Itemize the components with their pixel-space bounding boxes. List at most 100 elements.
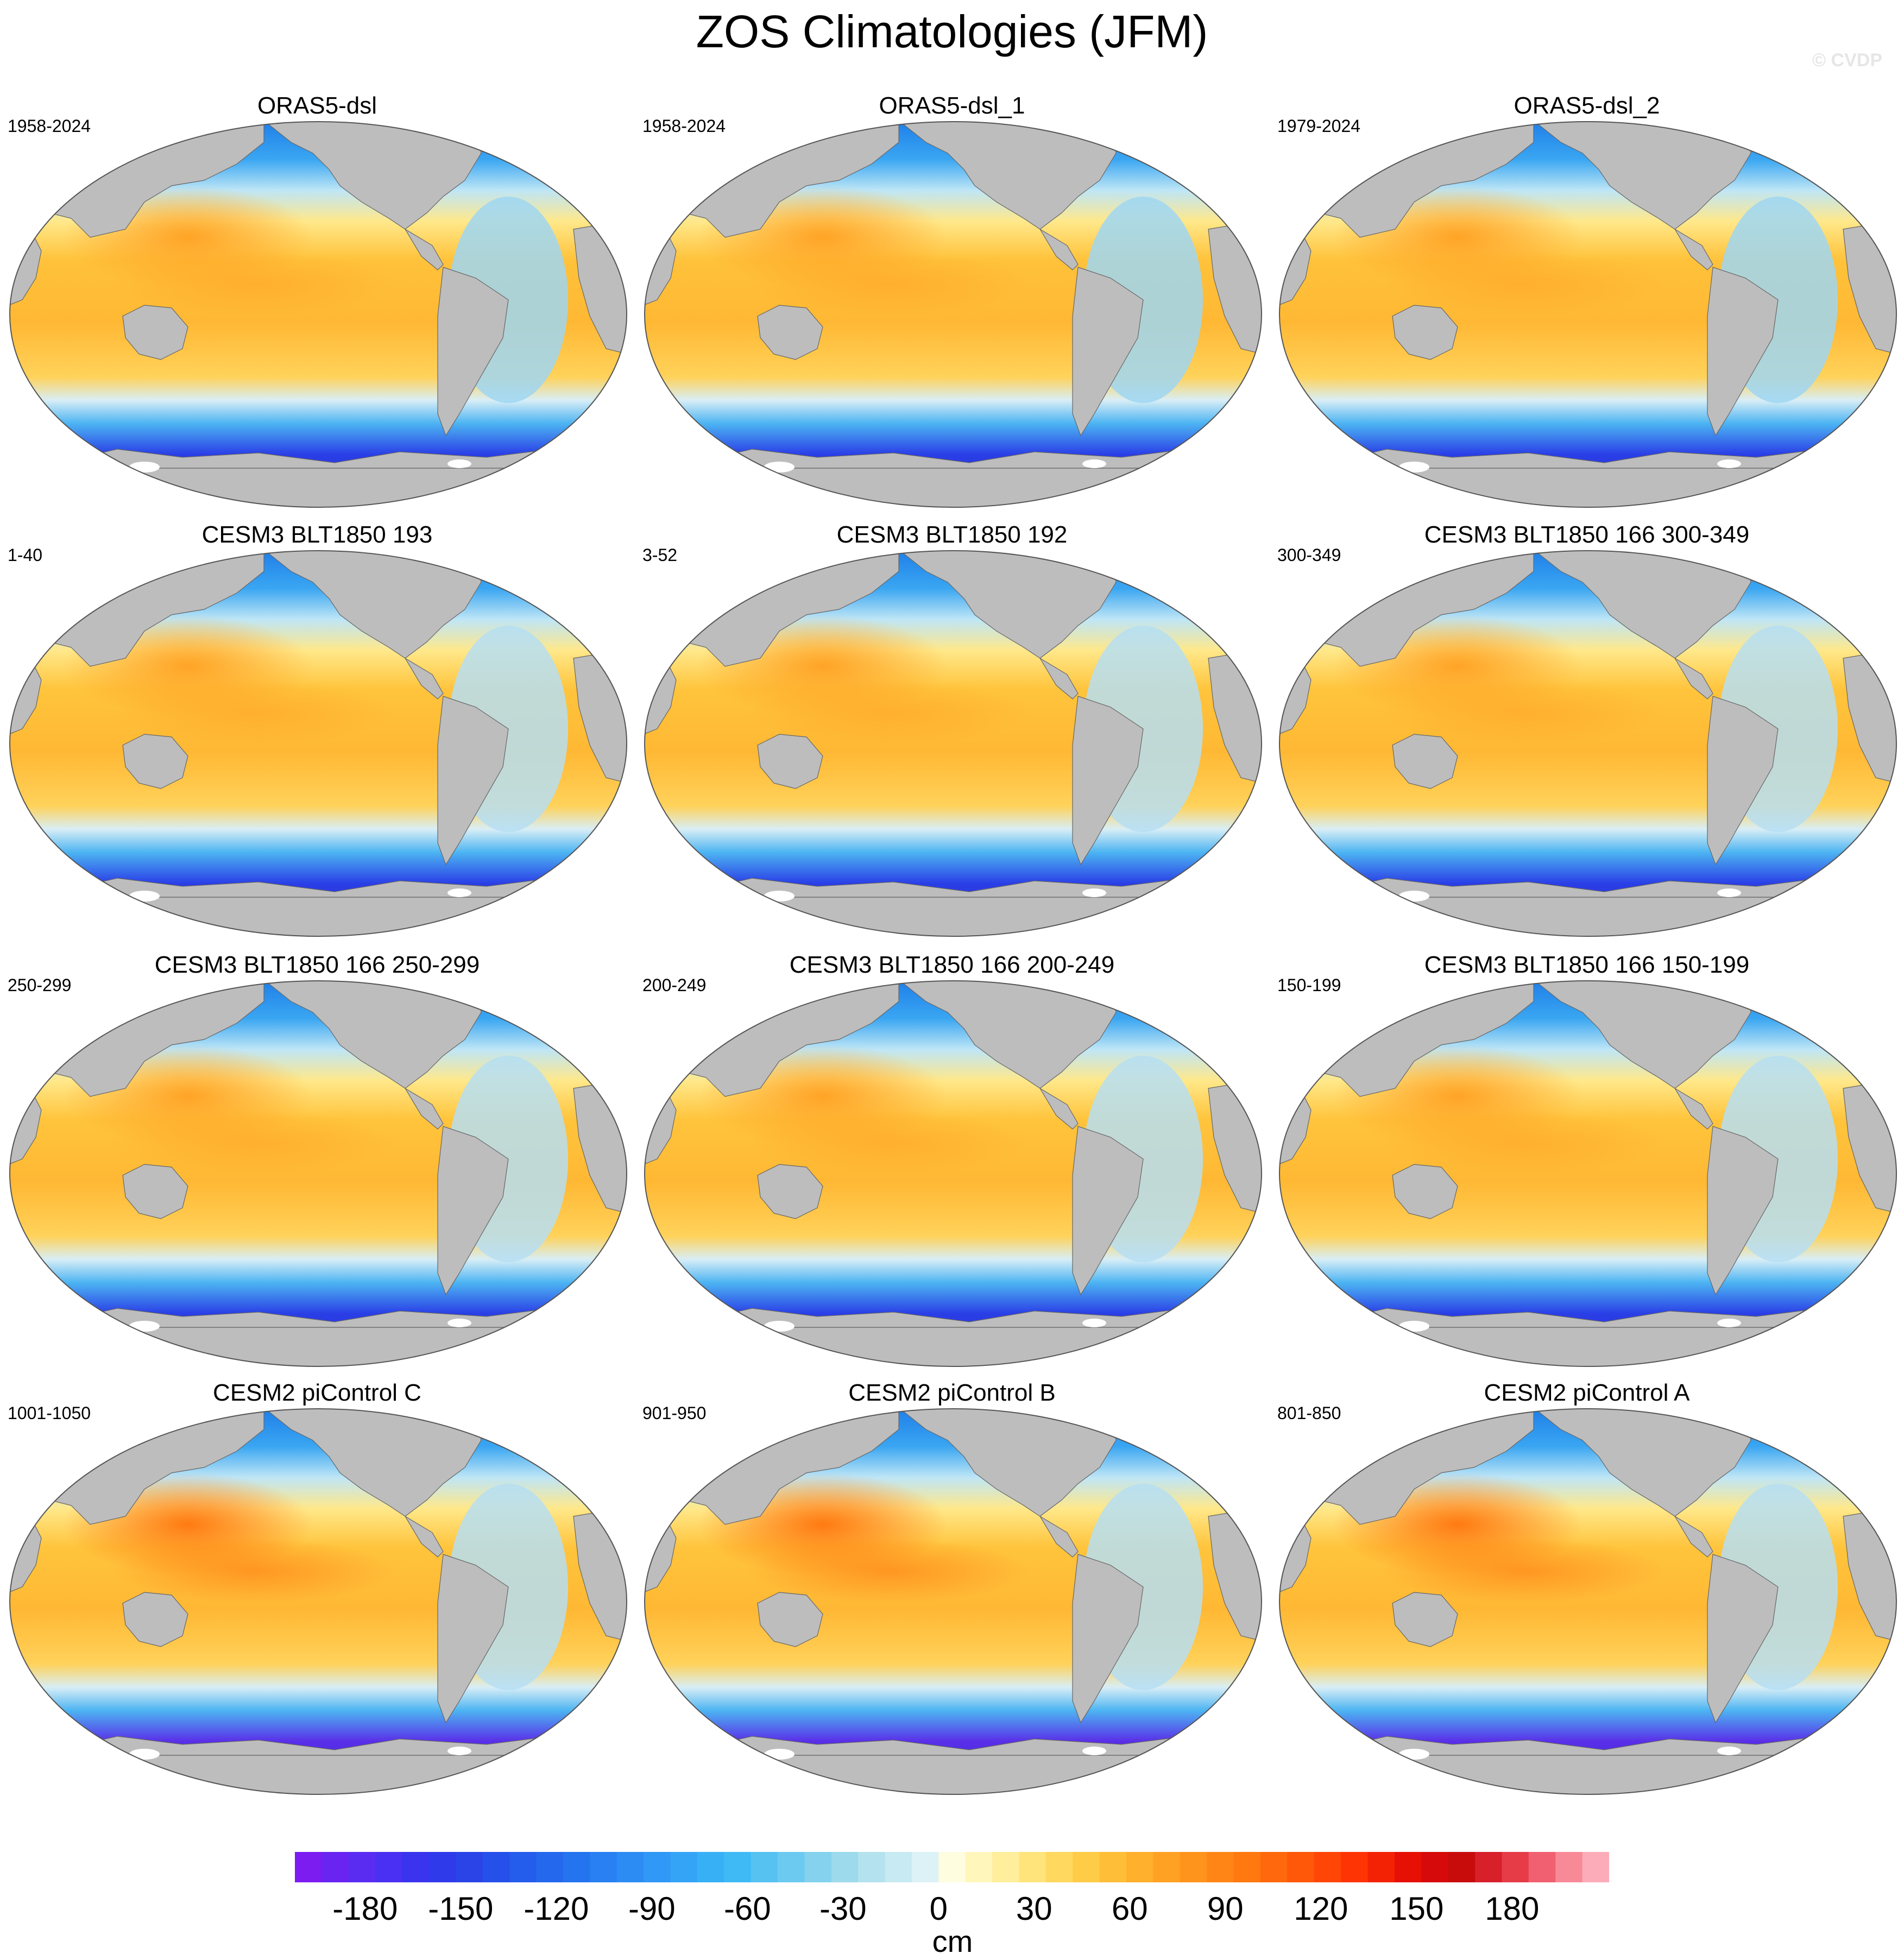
global-map (644, 121, 1263, 512)
colorbar-swatch (697, 1852, 724, 1882)
colorbar-swatch (1341, 1852, 1369, 1882)
panel-period: 250-299 (8, 975, 72, 995)
colorbar-swatch (858, 1852, 886, 1882)
colorbar-swatch (375, 1852, 403, 1882)
colorbar-tick-label: 120 (1294, 1890, 1348, 1927)
global-map (1278, 121, 1897, 512)
map-panel: CESM3 BLT1850 166 250-299 250-299 (0, 951, 634, 1382)
global-map (9, 980, 628, 1371)
colorbar-swatch (1502, 1852, 1529, 1882)
colorbar-swatch (724, 1852, 752, 1882)
global-map (644, 980, 1263, 1371)
map-panel: ORAS5-dsl_2 1979-2024 (1270, 92, 1904, 522)
page-title: ZOS Climatologies (JFM) (696, 6, 1208, 57)
colorbar-swatch (1287, 1852, 1315, 1882)
colorbar-tick-label: -60 (723, 1890, 771, 1927)
colorbar-swatch (670, 1852, 698, 1882)
colorbar-swatch (1475, 1852, 1503, 1882)
panel-period: 300-349 (1277, 545, 1341, 565)
colorbar-tick-label: 0 (929, 1890, 948, 1927)
colorbar-swatch (428, 1852, 456, 1882)
colorbar-swatch (1153, 1852, 1181, 1882)
colorbar-swatch (348, 1852, 376, 1882)
colorbar-tick-label: 150 (1389, 1890, 1444, 1927)
panel-title: ORAS5-dsl (257, 92, 377, 119)
map-panel: ORAS5-dsl_1 1958-2024 (635, 92, 1269, 522)
colorbar-swatch (1233, 1852, 1261, 1882)
map-panel: CESM2 piControl A 801-850 (1270, 1379, 1904, 1810)
global-map (9, 1408, 628, 1799)
global-map (644, 1408, 1263, 1799)
colorbar-swatch (616, 1852, 644, 1882)
panel-period: 3-52 (642, 545, 678, 565)
colorbar-swatch (1314, 1852, 1341, 1882)
colorbar-swatch (1099, 1852, 1127, 1882)
colorbar-tick-label: -180 (332, 1890, 398, 1927)
colorbar-swatch (911, 1852, 939, 1882)
colorbar-swatch (563, 1852, 590, 1882)
colorbar-swatch (751, 1852, 778, 1882)
panel-title: CESM3 BLT1850 192 (836, 521, 1068, 548)
colorbar-swatch (1045, 1852, 1073, 1882)
panel-period: 200-249 (642, 975, 707, 995)
colorbar-swatch (402, 1852, 430, 1882)
colorbar-swatch (1367, 1852, 1395, 1882)
colorbar-swatch (1260, 1852, 1288, 1882)
colorbar-swatch (885, 1852, 912, 1882)
colorbar-swatch (965, 1852, 993, 1882)
colorbar-swatch (1394, 1852, 1422, 1882)
global-map (9, 121, 628, 512)
colorbar-swatch (1019, 1852, 1046, 1882)
colorbar-swatch (1528, 1852, 1556, 1882)
colorbar-swatch (456, 1852, 483, 1882)
map-panel: ORAS5-dsl 1958-2024 (0, 92, 634, 522)
panel-title: CESM2 piControl C (213, 1379, 421, 1406)
colorbar-swatch (938, 1852, 966, 1882)
colorbar-swatch (295, 1852, 322, 1882)
colorbar-swatch (509, 1852, 537, 1882)
map-panel: CESM2 piControl C 1001-1050 (0, 1379, 634, 1810)
colorbar-tick-label: -90 (628, 1890, 676, 1927)
map-panel: CESM3 BLT1850 166 300-349 300-349 (1270, 521, 1904, 951)
colorbar-swatch (1126, 1852, 1154, 1882)
colorbar-swatch (321, 1852, 349, 1882)
panel-title: CESM3 BLT1850 166 200-249 (789, 951, 1115, 978)
panel-title: CESM2 piControl B (848, 1379, 1056, 1406)
map-panel: CESM3 BLT1850 192 3-52 (635, 521, 1269, 951)
panel-title: ORAS5-dsl_2 (1514, 92, 1660, 119)
colorbar-swatch (1180, 1852, 1207, 1882)
colorbar-swatch (1073, 1852, 1100, 1882)
colorbar-tick-label: -30 (819, 1890, 867, 1927)
colorbar-swatch (1421, 1852, 1449, 1882)
panel-period: 801-850 (1277, 1403, 1341, 1423)
map-panel: CESM3 BLT1850 166 150-199 150-199 (1270, 951, 1904, 1382)
watermark: © CVDP (1812, 50, 1882, 71)
colorbar-tick-label: 180 (1485, 1890, 1540, 1927)
panel-title: CESM3 BLT1850 193 (201, 521, 433, 548)
panel-title: CESM3 BLT1850 166 300-349 (1424, 521, 1750, 548)
panel-title: ORAS5-dsl_1 (879, 92, 1025, 119)
panel-period: 901-950 (642, 1403, 707, 1423)
panel-title: CESM3 BLT1850 166 150-199 (1424, 951, 1750, 978)
panel-period: 150-199 (1277, 975, 1341, 995)
colorbar-swatch (1207, 1852, 1234, 1882)
colorbar-swatch (804, 1852, 832, 1882)
panel-period: 1958-2024 (8, 116, 91, 136)
colorbar-swatch (536, 1852, 564, 1882)
colorbar-swatch (777, 1852, 805, 1882)
colorbar-swatch (1555, 1852, 1583, 1882)
colorbar-units: cm (932, 1924, 973, 1958)
panel-title: CESM2 piControl A (1484, 1379, 1690, 1406)
colorbar-tick-label: -120 (524, 1890, 589, 1927)
map-panel: CESM3 BLT1850 166 200-249 200-249 (635, 951, 1269, 1382)
panel-period: 1001-1050 (8, 1403, 91, 1423)
global-map (1278, 980, 1897, 1371)
colorbar-tick-label: 60 (1111, 1890, 1148, 1927)
global-map (1278, 550, 1897, 941)
colorbar-swatch (644, 1852, 671, 1882)
colorbar-swatch (590, 1852, 617, 1882)
colorbar-swatch (1582, 1852, 1609, 1882)
global-map (1278, 1408, 1897, 1799)
colorbar-swatch (831, 1852, 859, 1882)
colorbar-tick-label: 30 (1016, 1890, 1052, 1927)
